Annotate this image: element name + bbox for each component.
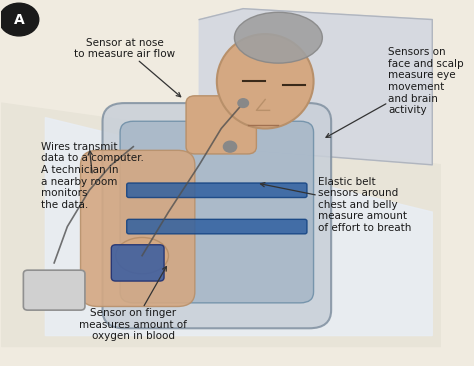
Text: Sensor on finger
measures amount of
oxygen in blood: Sensor on finger measures amount of oxyg…	[79, 266, 187, 341]
Ellipse shape	[116, 238, 168, 274]
FancyBboxPatch shape	[102, 103, 331, 328]
FancyBboxPatch shape	[120, 121, 314, 303]
Text: Elastic belt
sensors around
chest and belly
measure amount
of effort to breath: Elastic belt sensors around chest and be…	[261, 176, 411, 233]
Ellipse shape	[235, 12, 322, 63]
Text: Sensor at nose
to measure air flow: Sensor at nose to measure air flow	[74, 38, 181, 97]
FancyBboxPatch shape	[127, 219, 307, 234]
Text: Sensors on
face and scalp
measure eye
movement
and brain
activity: Sensors on face and scalp measure eye mo…	[326, 47, 464, 137]
Circle shape	[238, 99, 248, 108]
FancyBboxPatch shape	[81, 150, 195, 306]
Circle shape	[0, 3, 39, 36]
FancyBboxPatch shape	[127, 183, 307, 198]
Circle shape	[223, 141, 237, 152]
FancyBboxPatch shape	[186, 96, 256, 154]
Polygon shape	[199, 9, 432, 165]
Text: Wires transmit
data to a computer.
A technician in
a nearby room
monitors
the da: Wires transmit data to a computer. A tec…	[41, 142, 144, 210]
FancyBboxPatch shape	[111, 245, 164, 281]
Text: A: A	[14, 12, 24, 27]
Ellipse shape	[217, 34, 314, 128]
Polygon shape	[46, 117, 432, 336]
Polygon shape	[1, 103, 441, 347]
FancyBboxPatch shape	[23, 270, 85, 310]
